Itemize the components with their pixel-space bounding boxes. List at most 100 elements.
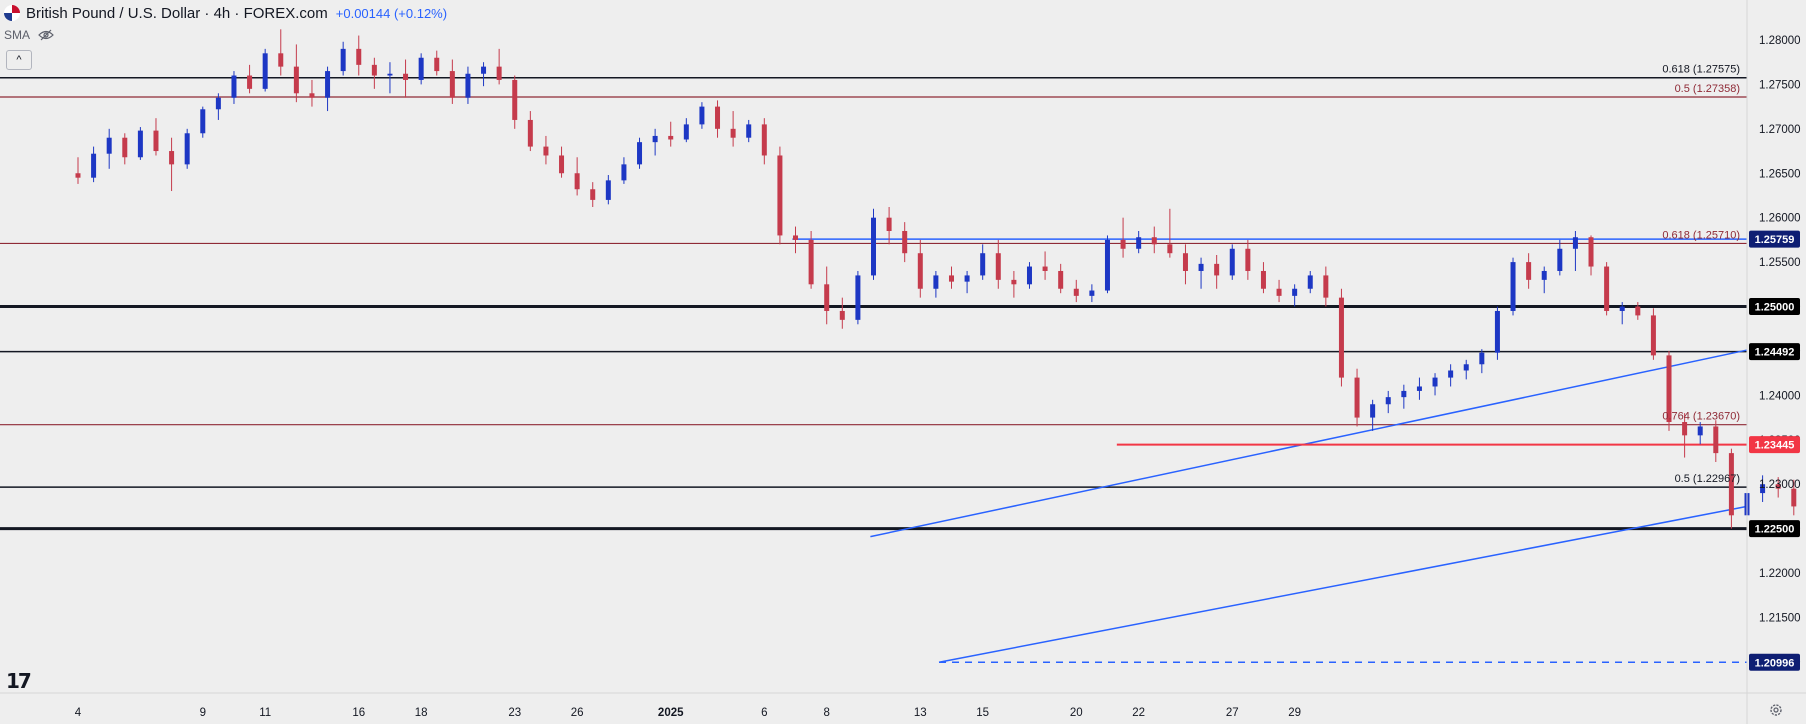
candle-102: [1666, 350, 1672, 431]
eye-crossed-icon[interactable]: [38, 29, 54, 41]
candle-18: [356, 35, 362, 76]
candle-25: [465, 66, 471, 104]
candle-body: [559, 155, 565, 174]
candle-body: [325, 71, 331, 98]
candle-43: [746, 119, 752, 143]
candle-body: [948, 275, 954, 282]
candle-body: [309, 93, 315, 98]
price-tick-label: 1.21500: [1759, 612, 1801, 624]
candle-23: [434, 50, 440, 76]
candle-68: [1136, 231, 1142, 254]
candle-body: [91, 153, 97, 178]
candle-body: [1697, 426, 1703, 436]
candle-38: [668, 121, 674, 147]
candle-37: [652, 128, 658, 156]
candle-body: [637, 142, 643, 165]
chart-header: British Pound / U.S. Dollar · 4h · FOREX…: [4, 3, 447, 23]
candle-41: [715, 100, 721, 138]
candle-69: [1151, 226, 1157, 254]
candle-body: [1229, 248, 1235, 276]
candle-body: [871, 217, 876, 276]
candle-52: [886, 207, 892, 245]
candle-78: [1292, 284, 1298, 307]
price-tick-label: 1.22000: [1759, 568, 1801, 580]
candle-body: [1260, 270, 1266, 289]
time-tick-label: 26: [571, 707, 584, 719]
candle-body: [418, 57, 424, 80]
candle-body: [1666, 355, 1672, 423]
tradingview-logo[interactable]: 17: [6, 669, 32, 693]
candle-17: [340, 41, 346, 76]
candle-body: [543, 146, 549, 156]
candle-0: [75, 157, 81, 184]
candle-body: [1089, 290, 1095, 296]
candle-body: [683, 124, 689, 140]
candle-87: [1432, 373, 1438, 396]
candle-16: [325, 66, 331, 112]
price-change: +0.00144 (+0.12%): [335, 5, 448, 21]
candle-5: [153, 118, 159, 156]
candle-body: [481, 66, 487, 74]
candle-14: [293, 44, 299, 103]
candle-body: [1416, 386, 1422, 391]
candle-108: [1760, 475, 1766, 502]
candle-12: [262, 48, 268, 92]
candle-49: [839, 297, 845, 329]
price-tag-4: 1.22500: [1749, 520, 1800, 538]
candle-31: [559, 146, 565, 178]
price-tag-box: [1749, 230, 1800, 248]
candle-body: [1619, 306, 1625, 311]
gear-icon[interactable]: [1769, 703, 1783, 717]
candle-body: [1526, 262, 1532, 280]
candle-body: [1650, 315, 1656, 356]
candle-body: [1728, 453, 1734, 516]
candle-body: [1760, 484, 1766, 494]
candle-48: [824, 266, 830, 325]
trendline-1: [938, 505, 1748, 663]
candle-90: [1479, 349, 1485, 374]
candle-body: [652, 135, 658, 143]
candle-body: [465, 73, 471, 98]
time-axis: 4 9 11 16 18 23 26 2025 6 8 13 15 20 22 27 29: [75, 707, 1301, 719]
candle-body: [449, 71, 455, 98]
candle-body: [839, 310, 845, 320]
price-tag-3: 1.23445: [1749, 436, 1800, 454]
candle-103: [1682, 413, 1688, 458]
candle-body: [1588, 237, 1594, 267]
price-tag-label: 1.25000: [1755, 302, 1795, 314]
candle-110: [1791, 479, 1797, 516]
indicator-sma-label[interactable]: SMA: [4, 28, 31, 42]
candle-body: [1323, 275, 1329, 298]
candle-body: [1791, 488, 1797, 507]
candle-81: [1338, 288, 1344, 387]
indicator-legend[interactable]: SMA: [4, 28, 54, 42]
candle-body: [1167, 244, 1173, 254]
candle-body: [403, 73, 409, 80]
candle-body: [1292, 288, 1298, 296]
price-tag-box: [1749, 520, 1800, 538]
price-tick-label: 1.26000: [1759, 213, 1801, 225]
candle-67: [1120, 217, 1126, 258]
candle-body: [855, 275, 861, 320]
candle-66: [1104, 235, 1110, 294]
candle-body: [137, 130, 143, 158]
candle-27: [496, 48, 502, 85]
collapse-legend-button[interactable]: ^: [6, 50, 32, 70]
price-tick-label: 1.27000: [1759, 124, 1801, 136]
candle-56: [948, 266, 954, 289]
price-tick-label: 1.23000: [1759, 479, 1801, 491]
symbol-title[interactable]: British Pound / U.S. Dollar · 4h · FOREX…: [26, 4, 328, 22]
candle-4: [137, 127, 143, 160]
candle-body: [886, 217, 892, 231]
price-tag-label: 1.24492: [1755, 347, 1795, 359]
candle-88: [1448, 364, 1454, 387]
candle-57: [964, 270, 970, 294]
candle-19: [371, 57, 377, 89]
price-tag-0: 1.25759: [1749, 230, 1800, 248]
candle-body: [933, 275, 939, 289]
candle-54: [917, 239, 923, 298]
candle-86: [1416, 377, 1422, 400]
candle-body: [1479, 352, 1485, 365]
time-tick-label: 4: [75, 707, 82, 719]
